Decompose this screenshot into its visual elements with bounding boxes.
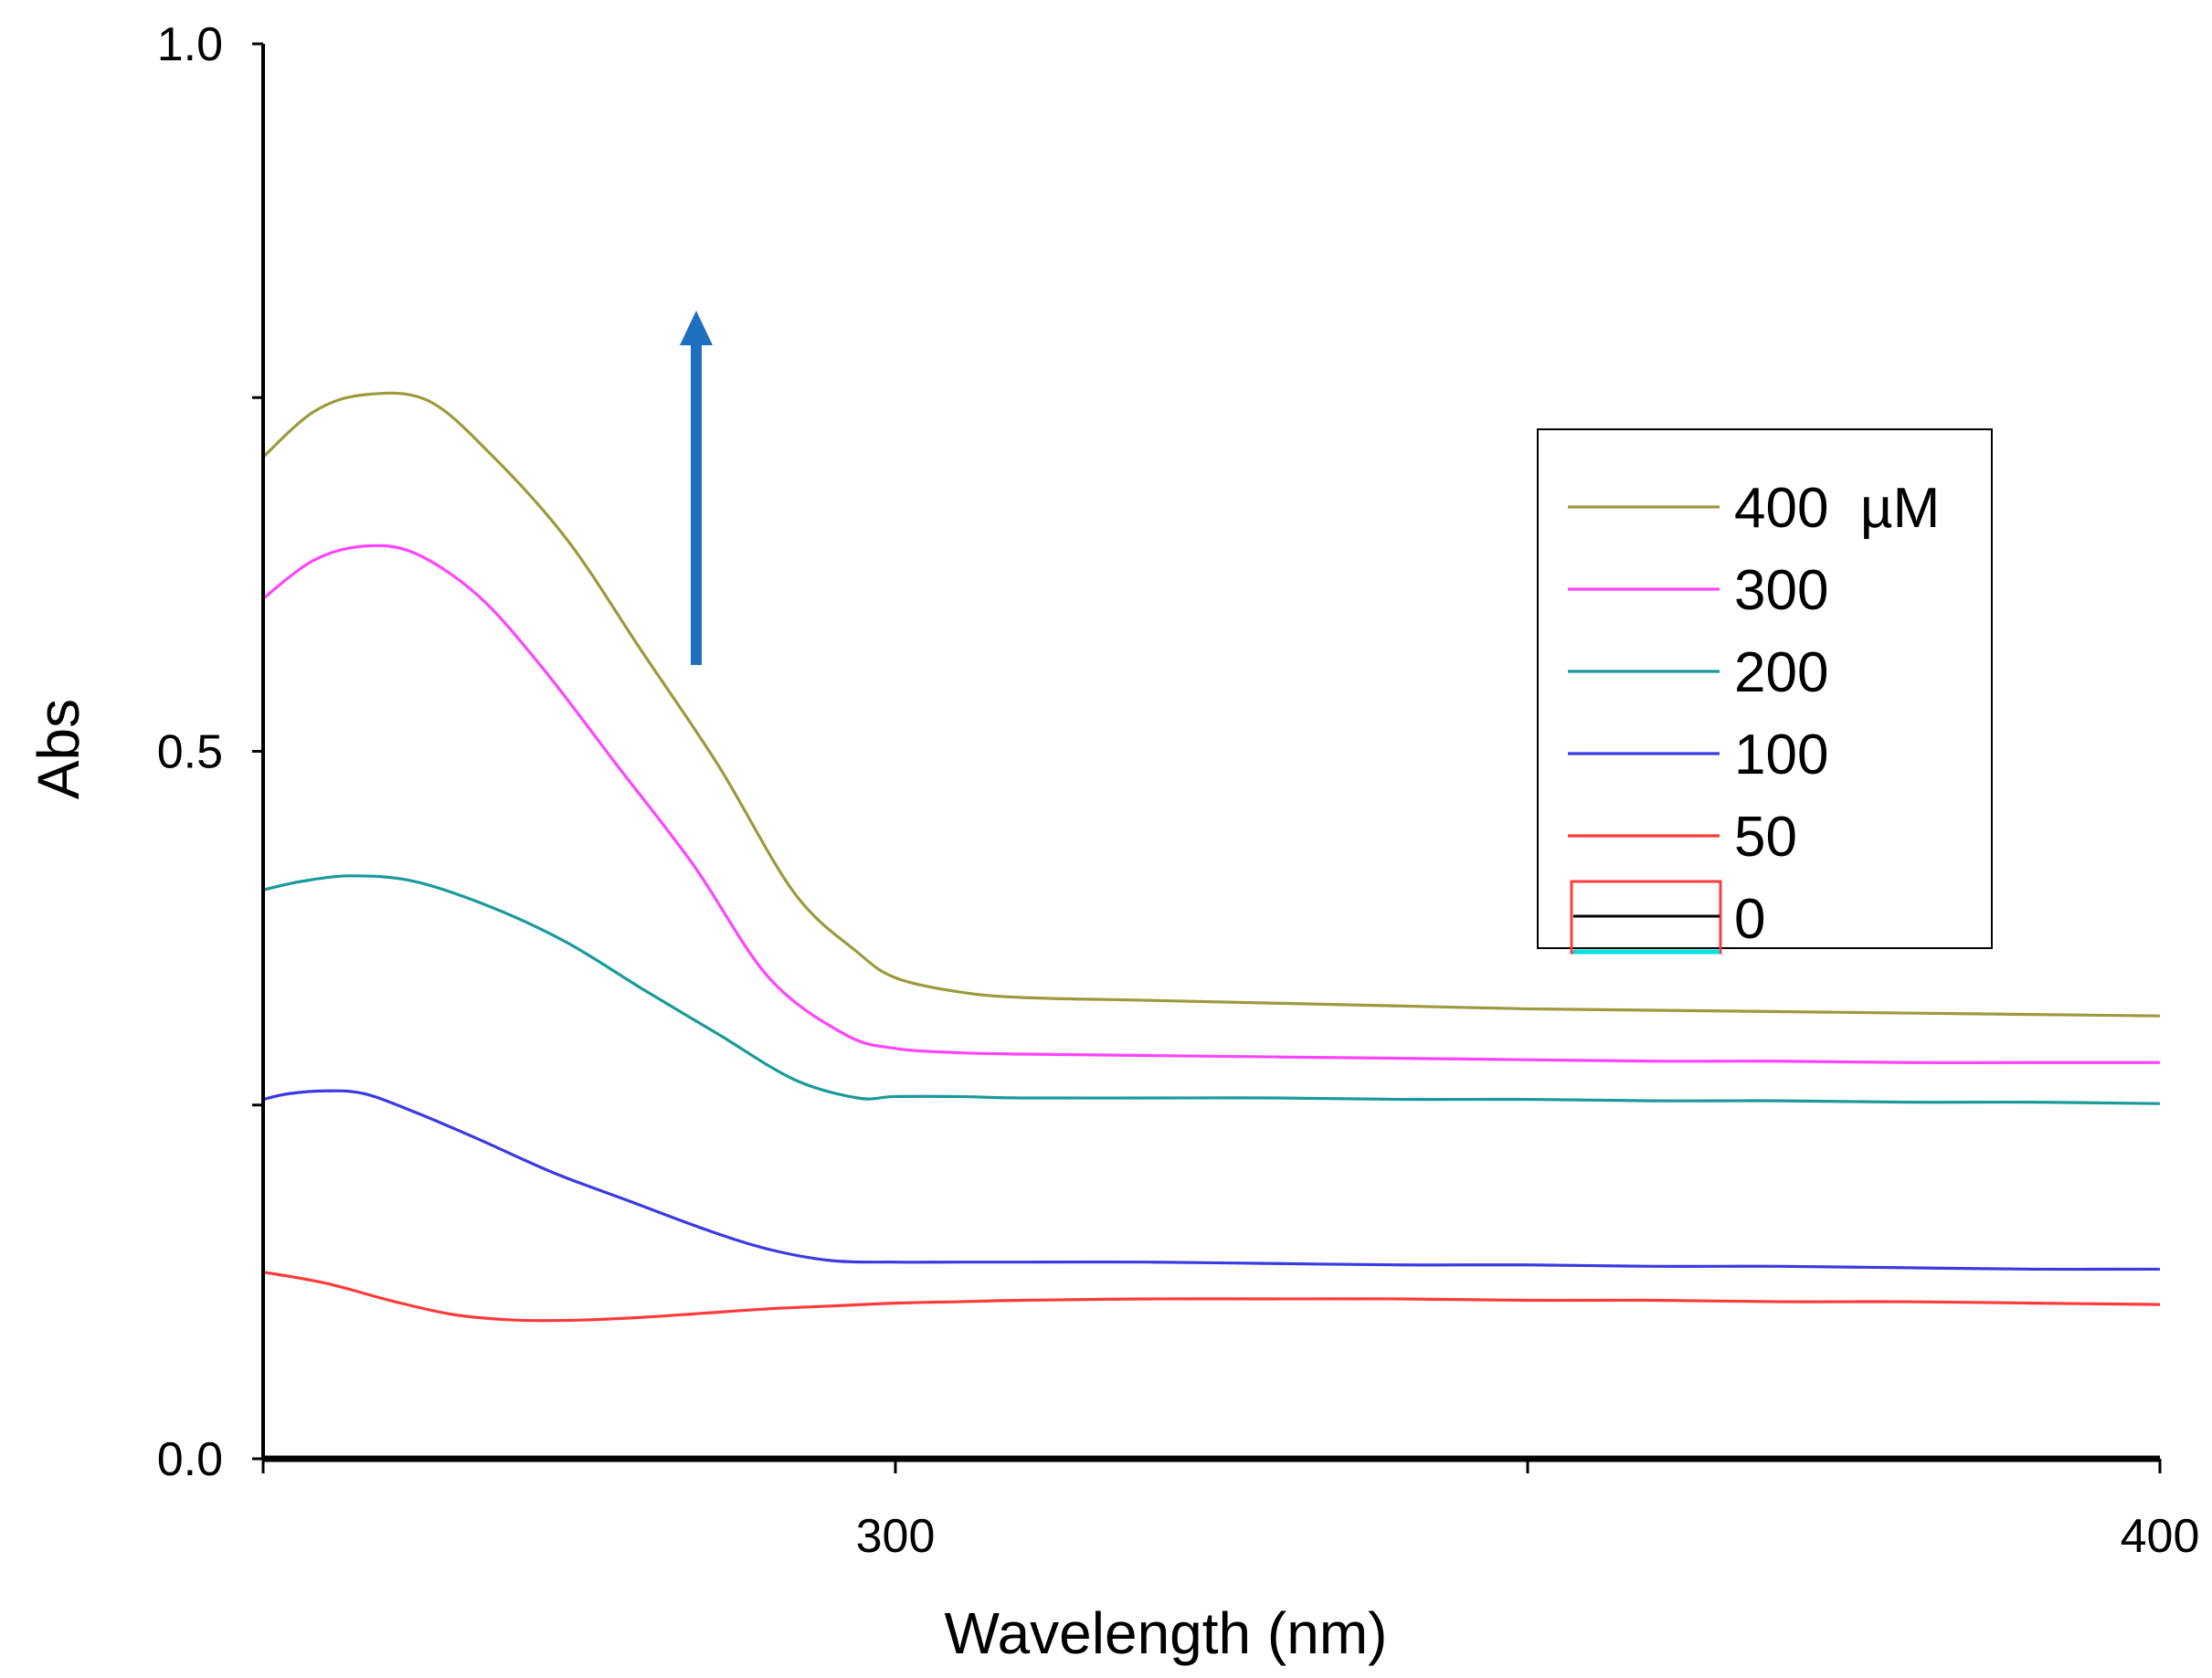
series-line-300	[262, 544, 2160, 1064]
y-axis-title: Abs	[26, 699, 91, 799]
y-tick-label: 0.5	[157, 726, 223, 779]
legend-items: 400 µM 300 200 100 50 0	[1568, 477, 1940, 955]
legend-item: 0	[1570, 880, 1765, 955]
y-tick-label: 0.0	[157, 1433, 223, 1486]
legend-item: 400 µM	[1568, 477, 1940, 540]
legend-item: 100	[1568, 723, 1828, 786]
legend-item: 300	[1568, 559, 1828, 622]
legend-label: 50	[1734, 806, 1797, 869]
legend-box	[1537, 428, 1993, 949]
series-line-200	[262, 874, 2161, 1105]
legend-item: 50	[1568, 806, 1797, 869]
y-axis-ticks: 0.0 0.5 1.0	[157, 18, 263, 1486]
legend-label: 300	[1734, 559, 1828, 622]
arrow-head	[680, 311, 713, 345]
series-line-400m	[261, 391, 2161, 1018]
x-axis-title: Wavelength (nm)	[945, 1600, 1388, 1666]
legend-label: 400 µM	[1734, 477, 1940, 540]
legend-label: 200	[1734, 641, 1828, 704]
legend-label: 100	[1734, 723, 1828, 786]
series-line-50	[262, 1270, 2161, 1323]
legend: 400 µM 300 200 100 50 0	[1537, 428, 1993, 955]
series-line-100	[262, 1089, 2161, 1272]
increasing-concentration-arrow-icon	[680, 311, 713, 665]
x-axis-ticks: 300 400	[261, 1459, 2200, 1563]
legend-item: 200	[1568, 641, 1828, 704]
legend-label: 0	[1734, 888, 1765, 951]
axes: 0.0 0.5 1.0 300 400	[157, 18, 2200, 1563]
x-tick-label: 400	[2121, 1510, 2200, 1563]
y-tick-label: 1.0	[157, 18, 223, 71]
x-tick-label: 300	[856, 1510, 936, 1563]
